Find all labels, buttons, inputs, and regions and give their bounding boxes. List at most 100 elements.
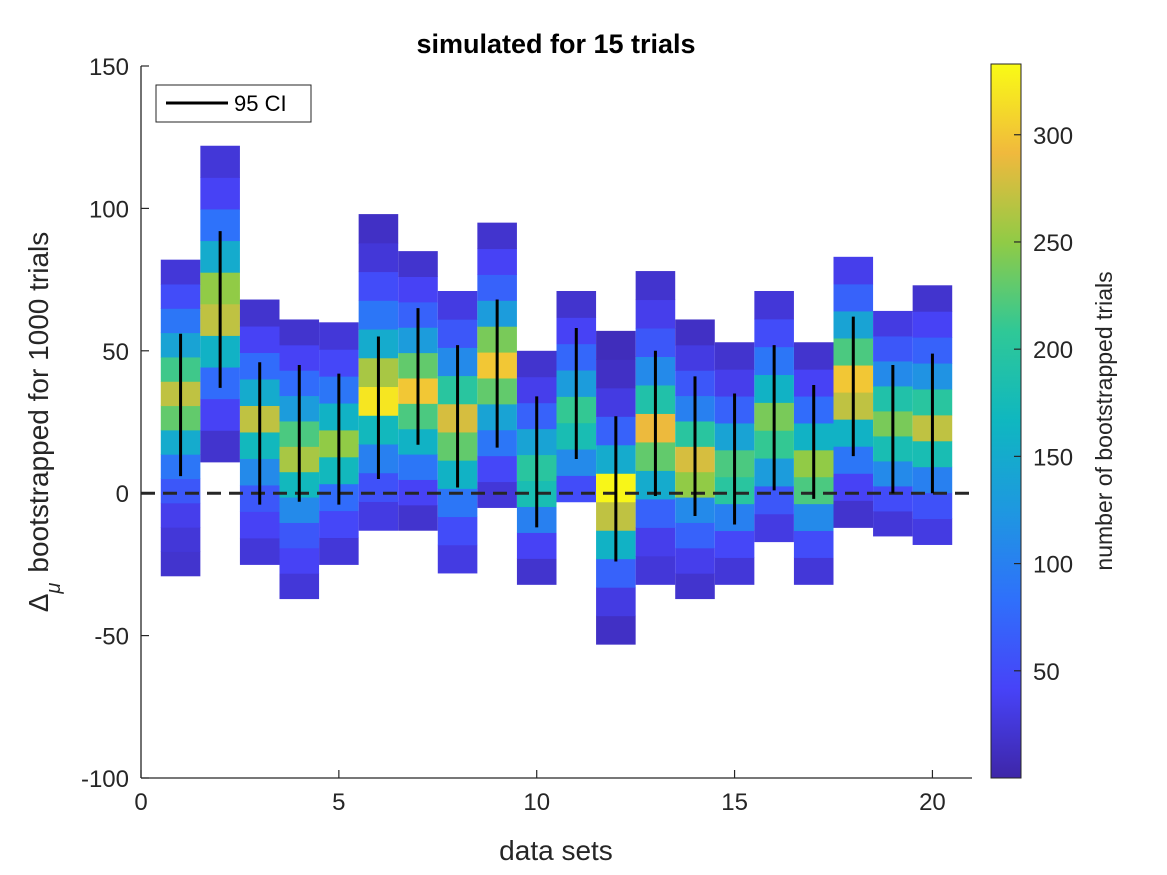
- y-ticks: -100 -50 0 50 100 150: [81, 54, 149, 793]
- heatmap-cell: [239, 299, 280, 327]
- y-axis-label-subscript: μ: [43, 583, 65, 595]
- heatmap-cell: [833, 283, 874, 312]
- heatmap-cell: [160, 502, 201, 528]
- heatmap-cell: [160, 283, 201, 309]
- heatmap-cell: [437, 516, 478, 546]
- heatmap-cell: [319, 322, 359, 350]
- heatmap-cell: [358, 501, 399, 531]
- heatmap-cell: [873, 510, 913, 537]
- colorbar-tick-label: 300: [1033, 123, 1073, 150]
- heatmap-cell: [358, 242, 399, 273]
- x-axis-label: data sets: [499, 835, 613, 866]
- colorbar-tick-label: 100: [1033, 552, 1073, 579]
- x-ticks: 0 5 10 15 20: [134, 770, 946, 816]
- heatmap-cell: [398, 276, 438, 303]
- x-tick-label: 20: [919, 789, 946, 816]
- y-tick-label: -50: [94, 624, 129, 651]
- colorbar: 50 100 150 200 250 300 number of bootstrapped…: [990, 63, 1117, 779]
- heatmap-cell: [635, 498, 676, 528]
- heatmap-cell: [358, 300, 399, 330]
- heatmap-cell: [873, 310, 913, 337]
- heatmap-cell: [714, 530, 755, 558]
- heatmap-cell: [675, 344, 715, 371]
- heatmap-cell: [793, 530, 834, 558]
- y-axis-label: Δμ bootstrapped for 1000 trials: [23, 232, 65, 613]
- heatmap-cell: [714, 557, 755, 585]
- heatmap-cell: [556, 475, 597, 503]
- heatmap-cell: [398, 251, 438, 277]
- x-tick-label: 15: [721, 789, 748, 816]
- chart-title: simulated for 15 trials: [416, 29, 695, 59]
- heatmap-cell: [516, 350, 557, 378]
- heatmap-cell: [358, 214, 399, 244]
- heatmap-cell: [596, 615, 636, 645]
- heatmap-cell: [635, 271, 676, 301]
- heatmap-cell: [675, 573, 715, 600]
- heatmap-cell: [160, 478, 201, 504]
- heatmap-cell: [319, 349, 359, 377]
- heatmap-cell: [358, 271, 399, 301]
- colorbar-label: number of bootstrapped trials: [1091, 271, 1117, 570]
- heatmap-cell: [239, 511, 280, 539]
- heatmap-cell: [437, 544, 478, 574]
- heatmap-cell: [635, 299, 676, 329]
- heatmap-cell: [239, 326, 280, 354]
- heatmap-cell: [793, 503, 834, 532]
- heatmap-cell: [160, 259, 201, 285]
- heatmap-cell: [793, 342, 834, 370]
- heatmap-cell: [239, 537, 280, 565]
- heatmap-cell: [279, 319, 320, 346]
- heatmap-cell: [279, 573, 320, 600]
- heatmap-cell: [596, 359, 636, 389]
- heatmap-cell: [912, 492, 953, 520]
- plot-area: 0 5 10 15 20 -100 -50 0 50 100 150: [81, 54, 972, 816]
- axes: [140, 66, 972, 779]
- heatmap-cell: [833, 473, 874, 501]
- heatmap-cell: [398, 504, 438, 531]
- heatmap-cell: [556, 290, 597, 318]
- colorbar-ticks: 50 100 150 200 250 300: [1014, 123, 1073, 686]
- heatmap-cell: [675, 522, 715, 549]
- heatmap-cell: [675, 547, 715, 574]
- heatmap-cell: [833, 256, 874, 285]
- heatmap-cell: [596, 558, 636, 588]
- heatmap-cell: [477, 455, 517, 483]
- heatmap-cell: [675, 319, 715, 346]
- heatmap-cell: [477, 274, 517, 301]
- heatmap-cell: [279, 547, 320, 574]
- heatmap-cell: [754, 318, 794, 348]
- heatmap-cell: [714, 369, 755, 397]
- heatmap-cell: [477, 222, 517, 250]
- colorbar-gradient: [990, 63, 1022, 779]
- y-axis-label-text: bootstrapped for 1000 trials: [23, 232, 54, 573]
- heatmap-cell: [319, 537, 359, 565]
- heatmap-cell: [833, 500, 874, 528]
- y-tick-label: 50: [102, 339, 129, 366]
- heatmap-cell: [873, 335, 913, 362]
- y-tick-label: 100: [89, 196, 129, 223]
- heatmap-cell: [160, 308, 201, 334]
- heatmap-cell: [398, 454, 438, 480]
- heatmap-cell: [912, 518, 953, 545]
- ci-lines: [179, 231, 934, 562]
- heatmap-cell: [477, 248, 517, 275]
- y-axis-label-symbol: Δ: [23, 594, 54, 613]
- heatmap-cell: [754, 485, 794, 515]
- heatmap-cell: [516, 532, 557, 559]
- colorbar-tick-label: 50: [1033, 659, 1060, 686]
- heatmap-cell: [200, 430, 240, 463]
- heatmap-cell: [596, 387, 636, 417]
- legend: 95 CI: [155, 84, 312, 123]
- heatmap-cell: [714, 342, 755, 370]
- heatmap-cell: [596, 330, 636, 360]
- heatmap-cell: [596, 587, 636, 617]
- colorbar-tick-label: 250: [1033, 230, 1073, 257]
- y-tick-label: 150: [89, 54, 129, 81]
- heatmap-cell: [279, 522, 320, 549]
- colorbar-tick-label: 150: [1033, 444, 1073, 471]
- heatmap-cell: [635, 527, 676, 557]
- y-tick-label: 0: [116, 481, 129, 508]
- colorbar-tick-label: 200: [1033, 337, 1073, 364]
- heatmap-cell: [437, 319, 478, 348]
- legend-label: 95 CI: [234, 91, 287, 116]
